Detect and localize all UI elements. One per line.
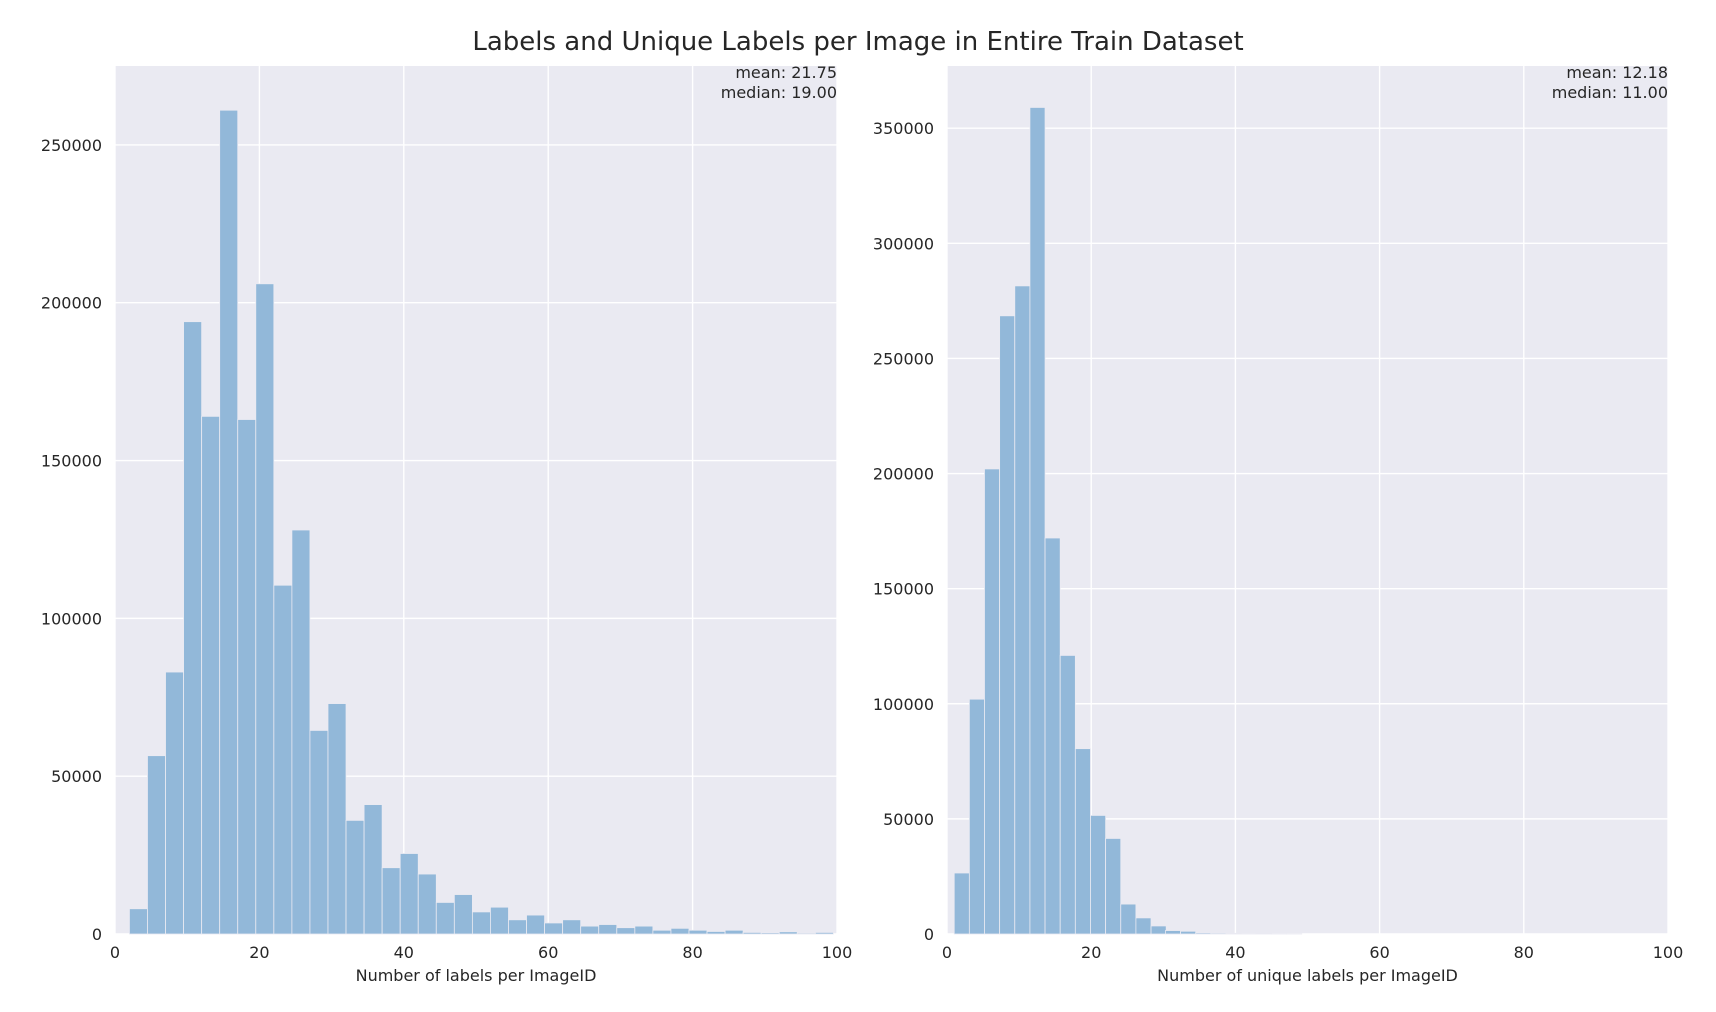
chart-1-mean-annotation: mean: 21.75 [735, 63, 837, 82]
chart-2-bar [1135, 917, 1152, 935]
figure-title: Labels and Unique Labels per Image in En… [472, 27, 1243, 57]
chart-1-x-axis-label: Number of labels per ImageID [356, 966, 597, 985]
chart-1-y-tick-label: 0 [92, 925, 102, 944]
chart-2-y-tick-label: 350000 [873, 119, 934, 138]
chart-1-bar [309, 730, 329, 935]
chart-2-y-tick-label: 50000 [883, 810, 934, 829]
chart-2-bar [1165, 930, 1182, 935]
chart-2-bar [1120, 903, 1137, 935]
chart-1-bar [688, 929, 708, 935]
chart-1-bar [273, 584, 293, 935]
chart-2-y-tick-label: 150000 [873, 580, 934, 599]
chart-1-bar [345, 819, 365, 935]
chart-2-x-tick-label: 40 [1225, 943, 1245, 962]
chart-2-bar [1210, 932, 1227, 935]
chart-2-bar [1074, 748, 1091, 935]
chart-2-x-tick-label: 20 [1081, 943, 1101, 962]
chart-1-bar [706, 931, 726, 935]
chart-1-bar [435, 902, 455, 935]
chart-1-x-tick-label: 80 [682, 943, 702, 962]
chart-2-median-annotation: median: 11.00 [1552, 83, 1668, 102]
chart-1-bar [237, 419, 257, 935]
chart-1-bar [147, 755, 166, 935]
chart-1-bar [381, 867, 401, 935]
chart-1-bar [670, 927, 690, 935]
chart-2-bar [1195, 932, 1212, 935]
chart-1-bar [327, 703, 347, 935]
chart-1-bar [778, 931, 798, 935]
chart-1-bar [183, 321, 203, 935]
chart-2-y-tick-label: 100000 [873, 695, 934, 714]
chart-2-bar [1180, 930, 1197, 935]
chart-1-bar [129, 908, 148, 935]
chart-1-bar [616, 927, 636, 935]
chart-1-bar [814, 932, 834, 935]
chart-2-bar [999, 315, 1016, 935]
chart-1-bar [471, 911, 491, 935]
chart-1-bar [724, 929, 744, 935]
chart-1-bar [363, 804, 383, 935]
chart-1-bar [201, 415, 221, 935]
chart-1-y-tick-label: 100000 [41, 609, 102, 628]
chart-2-x-tick-label: 100 [1653, 943, 1684, 962]
chart-left-labels-per-image: 0 20 40 60 80 100 0 50000 100000 150000 200000 2500… [41, 63, 852, 985]
chart-1-bar [417, 873, 437, 935]
chart-2-x-tick-label: 0 [942, 943, 952, 962]
chart-1-bar [291, 529, 311, 935]
chart-1-bar [760, 932, 780, 935]
chart-1-bar [399, 853, 419, 935]
chart-right-unique-labels-per-image: 0 20 40 60 80 100 0 50000 100000 150000 200000 2500… [873, 63, 1683, 985]
chart-1-bar [742, 932, 762, 935]
chart-2-x-tick-label: 60 [1369, 943, 1389, 962]
chart-1-bar [634, 925, 654, 935]
chart-1-bar [255, 283, 275, 935]
chart-1-y-tick-label: 150000 [41, 452, 102, 471]
chart-1-bar [508, 919, 527, 935]
chart-1-y-tick-label: 250000 [41, 136, 102, 155]
chart-2-y-tick-label: 200000 [873, 465, 934, 484]
chart-1-x-tick-label: 100 [822, 943, 853, 962]
chart-2-y-tick-label: 250000 [873, 349, 934, 368]
chart-2-x-axis-label: Number of unique labels per ImageID [1157, 966, 1458, 985]
chart-1-bar [580, 925, 600, 935]
chart-1-y-tick-label: 50000 [51, 767, 102, 786]
chart-1-bar [598, 924, 618, 935]
chart-1-bar [544, 922, 564, 935]
chart-1-x-tick-label: 40 [394, 943, 414, 962]
chart-2-mean-annotation: mean: 12.18 [1566, 63, 1668, 82]
chart-1-bar [526, 914, 545, 935]
chart-1-median-annotation: median: 19.00 [721, 83, 837, 102]
chart-1-bar [165, 671, 184, 935]
chart-2-bar [953, 872, 970, 935]
chart-1-bar [562, 919, 582, 935]
chart-1-x-tick-label: 60 [538, 943, 558, 962]
chart-2-y-tick-label: 0 [924, 925, 934, 944]
chart-2-bar [1225, 932, 1242, 935]
chart-2-bar [1044, 537, 1061, 935]
chart-1-y-tick-label: 200000 [41, 294, 102, 313]
chart-1-bar [796, 932, 816, 935]
chart-1-bar [490, 906, 509, 935]
chart-1-bar [453, 894, 473, 935]
chart-2-bar [1255, 932, 1272, 935]
chart-2-bar [1090, 815, 1107, 935]
chart-2-x-tick-label: 80 [1514, 943, 1534, 962]
chart-2-bar [984, 468, 1001, 935]
chart-2-bar [1029, 107, 1046, 935]
chart-2-bar [1150, 925, 1167, 935]
chart-2-y-tick-label: 300000 [873, 234, 934, 253]
chart-2-bar [1059, 655, 1076, 935]
chart-1-x-tick-label: 0 [110, 943, 120, 962]
chart-2-bar [968, 698, 985, 935]
chart-1-bar [652, 929, 672, 935]
chart-1-x-tick-label: 20 [249, 943, 269, 962]
chart-2-bar [1014, 285, 1031, 935]
chart-1-bar [219, 109, 239, 935]
chart-2-bar [1105, 838, 1122, 935]
